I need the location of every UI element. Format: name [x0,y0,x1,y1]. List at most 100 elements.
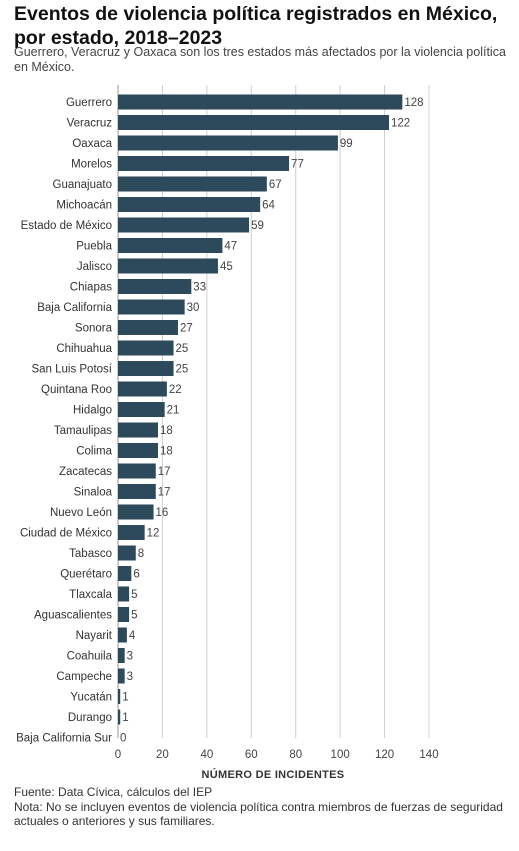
data-label: 25 [176,364,189,376]
category-label: Zacatecas [59,466,112,478]
data-label: 0 [120,733,126,745]
category-label: San Luis Potosí [31,364,112,376]
category-label: Hidalgo [73,405,112,417]
bar [118,443,158,458]
category-label: Sonora [75,323,113,335]
bar [118,279,192,294]
x-tick-label: 40 [200,749,213,761]
bar [118,381,167,397]
bar [118,258,218,274]
data-label: 47 [224,241,237,253]
bar [118,484,156,499]
bar-chart: Guerrero Veracruz Oaxaca Morelos Guanajuato M… [16,85,439,781]
category-label: Quintana Roo [41,384,112,396]
x-tick-label: 100 [331,749,350,761]
data-label: 77 [291,159,304,171]
bar [118,340,174,356]
data-label: 67 [269,179,282,191]
category-label: Durango [68,712,112,724]
bar [118,709,121,725]
category-label: Nuevo León [50,507,112,519]
bar [118,361,174,376]
data-label: 5 [131,589,137,601]
category-label: Michoacán [56,200,112,212]
bar [118,586,130,602]
data-label: 1 [122,692,128,704]
category-label: Tlaxcala [69,589,112,601]
data-label: 99 [340,138,353,150]
category-label: Jalisco [77,261,112,273]
category-label: Querétaro [60,569,112,581]
data-label: 21 [167,405,180,417]
data-label: 5 [131,610,137,622]
bar [118,566,132,581]
bar [118,156,290,171]
x-tick-label: 20 [156,749,169,761]
data-label: 30 [187,302,200,314]
category-label: Estado de México [21,220,112,232]
source-note: Fuente: Data Cívica, cálculos del IEP [14,785,213,799]
category-label: Chiapas [70,282,112,294]
data-label: 12 [147,528,160,540]
chart-title: Eventos de violencia política registrado… [14,3,498,49]
bar [118,668,125,684]
category-label: Morelos [71,159,112,171]
x-tick-label: 120 [375,749,394,761]
bar [118,115,390,130]
category-label: Yucatán [70,692,112,704]
bar [118,217,250,233]
category-label: Ciudad de México [20,528,112,540]
bar [118,689,121,704]
bar [118,402,165,417]
x-axis-title: NÚMERO DE INCIDENTES [202,768,345,781]
bar [118,176,267,192]
data-label: 18 [160,425,173,437]
bar [118,627,127,643]
x-tick-label: 140 [419,749,438,761]
bar [118,135,338,151]
x-tick-label: 60 [245,749,258,761]
data-label: 3 [127,671,133,683]
data-label: 64 [262,200,275,212]
data-label: 22 [169,384,182,396]
bar [118,525,145,540]
bar [118,463,156,479]
data-label: 6 [133,569,139,581]
data-label: 27 [180,323,193,335]
bar [118,545,136,561]
category-label: Baja California Sur [16,733,112,745]
value-labels: 1281229977676459474533302725252221181817… [120,97,424,745]
category-label: Tabasco [69,548,112,560]
bar [118,320,178,335]
category-label: Aguascalientes [34,610,112,622]
data-label: 122 [391,118,410,130]
data-label: 3 [127,651,133,663]
category-label: Colima [76,446,112,458]
category-label: Oaxaca [72,138,112,150]
category-label: Coahuila [67,651,113,663]
data-label: 16 [156,507,169,519]
bar [118,197,261,212]
data-label: 45 [220,261,233,273]
category-label: Veracruz [67,118,113,130]
bar [118,94,403,110]
data-label: 1 [122,712,128,724]
bar [118,299,185,315]
data-label: 17 [158,466,171,478]
footer: Fuente: Data Cívica, cálculos del IEP No… [14,785,509,829]
footnote: Nota: No se incluyen eventos de violenci… [14,799,503,829]
category-label: Sinaloa [74,487,113,499]
grid-lines [117,85,430,738]
category-label: Chihuahua [56,343,112,355]
bar [118,504,154,520]
data-label: 25 [176,343,189,355]
data-label: 59 [251,220,264,232]
bar [118,648,125,663]
x-axis-ticks: 0 20 40 60 80 100 120 140 [115,749,439,761]
data-label: 17 [158,487,171,499]
bars [118,94,403,725]
category-label: Nayarit [76,630,113,642]
bar [118,238,223,253]
chart-subtitle: Guerrero, Veracruz y Oaxaca son los tres… [14,45,506,74]
data-label: 128 [404,97,423,109]
